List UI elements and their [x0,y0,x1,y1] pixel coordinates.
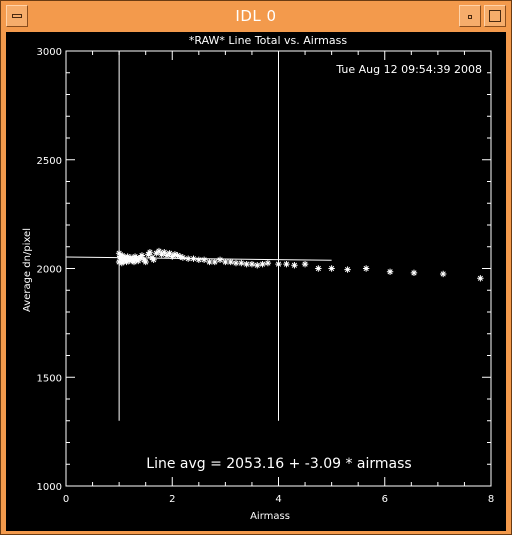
window-title: IDL 0 [235,7,277,25]
window-menu-button[interactable] [6,5,28,27]
data-point [124,253,131,260]
x-tick-label: 2 [169,494,175,505]
data-point [195,256,203,263]
data-point [259,260,266,268]
scatter-plot: *RAW* Line Total vs. Airmass Tue Aug 12 … [22,34,494,522]
data-point [126,257,133,265]
y-tick-label: 3000 [37,47,62,58]
data-point [150,256,157,263]
data-point [227,258,234,266]
maximize-icon [489,10,501,22]
data-point [153,250,160,257]
data-point [179,254,187,261]
timestamp-label: Tue Aug 12 09:54:39 2008 [335,63,482,76]
chart-title: *RAW* Line Total vs. Airmass [189,34,347,47]
data-point [477,275,484,282]
data-point [344,266,351,273]
data-point [177,253,184,260]
data-point [200,256,208,263]
data-point [216,256,224,263]
x-tick-label: 0 [63,494,69,505]
data-point [158,251,165,258]
data-point [410,269,418,277]
x-tick-label: 8 [488,494,494,505]
fit-equation-label: Line avg = 2053.16 + -3.09 * airmass [146,456,411,472]
data-point [142,258,149,266]
data-point [248,260,256,268]
data-point [116,253,124,260]
data-point [138,252,146,259]
data-point [254,262,261,269]
data-point [117,255,124,262]
y-axis-label: Average dn/pixel [22,228,33,312]
data-point [125,255,132,262]
data-point [171,251,179,258]
data-point [166,250,173,257]
data-point [439,270,447,278]
y-tick-label: 1000 [37,482,62,493]
data-point [155,247,163,255]
y-tick-label: 2500 [37,156,62,167]
window-menu-icon [12,14,22,18]
data-point [169,253,176,260]
title-bar[interactable]: IDL 0 [1,1,511,31]
plot-area: *RAW* Line Total vs. Airmass Tue Aug 12 … [6,32,506,531]
data-point [161,248,168,256]
data-point [122,256,129,263]
data-point [146,248,154,256]
data-point [232,259,240,267]
x-axis-label: Airmass [250,511,290,522]
data-point [301,260,309,268]
data-point [275,260,282,268]
data-point [211,258,218,266]
minimize-button[interactable] [459,5,481,27]
data-point [243,260,250,268]
data-point [386,268,394,275]
data-point [190,255,197,262]
data-point [135,257,142,265]
data-point [130,258,138,266]
data-point [184,255,192,262]
minimize-icon [468,15,472,19]
data-point [120,257,127,265]
maximize-button[interactable] [484,5,506,27]
y-tick-label: 2000 [37,265,62,276]
data-point [362,265,370,272]
data-point [238,259,245,267]
data-point [163,252,171,259]
data-point [174,252,181,259]
data-point [315,265,322,272]
data-point [291,262,298,269]
x-tick-label: 4 [275,494,281,505]
data-point [123,258,130,266]
x-tick-label: 6 [382,494,388,505]
y-tick-label: 1500 [37,373,62,384]
data-point [264,259,272,267]
data-point [222,258,229,266]
data-point [115,258,123,266]
data-point [121,254,128,261]
data-point [115,250,123,257]
data-point [328,265,335,272]
data-point [283,260,290,268]
data-point [206,258,213,266]
